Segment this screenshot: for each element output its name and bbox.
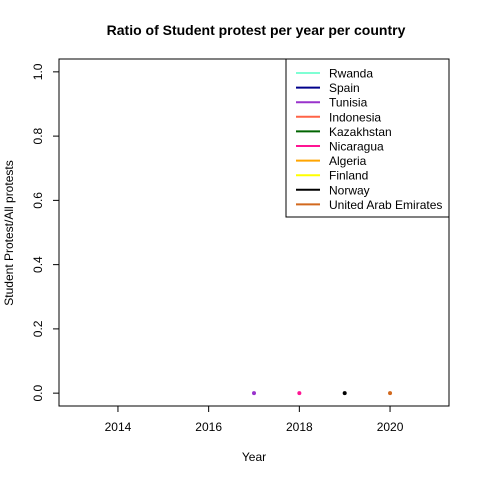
y-tick-label: 0.6: [31, 192, 45, 209]
y-tick-label: 0.4: [31, 256, 45, 273]
legend-item-label: United Arab Emirates: [329, 198, 442, 212]
legend-item-label: Kazakhstan: [329, 125, 392, 139]
legend-item-label: Indonesia: [329, 110, 381, 124]
legend-item-label: Norway: [329, 183, 370, 197]
legend-item-label: Spain: [329, 81, 360, 95]
legend: RwandaSpainTunisiaIndonesiaKazakhstanNic…: [285, 58, 450, 218]
x-tick-label: 2018: [286, 420, 313, 434]
plot-frame: [58, 58, 450, 407]
y-axis: 0.0 0.2 0.4 0.6 0.8 1.0: [31, 63, 59, 401]
legend-item-label: Nicaragua: [329, 140, 384, 154]
x-tick-label: 2020: [377, 420, 404, 434]
y-axis-label: Student Protest/All protests: [2, 160, 16, 305]
data-point: [252, 391, 256, 396]
data-point: [297, 391, 302, 396]
x-tick-label: 2014: [105, 420, 132, 434]
x-axis-label: Year: [242, 450, 266, 464]
legend-item-label: Tunisia: [329, 96, 368, 110]
data-point: [388, 391, 393, 396]
y-tick-label: 0.8: [31, 127, 45, 144]
x-axis: 2014 2016 2018 2020: [105, 406, 404, 434]
x-tick-label: 2016: [195, 420, 222, 434]
legend-item-label: Algeria: [329, 154, 367, 168]
y-tick-label: 0.0: [31, 384, 45, 401]
legend-item-label: Rwanda: [329, 67, 373, 81]
y-tick-label: 0.2: [31, 320, 45, 337]
data-point: [342, 391, 347, 396]
chart-title: Ratio of Student protest per year per co…: [107, 22, 406, 38]
y-tick-label: 1.0: [31, 63, 45, 80]
legend-item-label: Finland: [329, 169, 368, 183]
data-points: [252, 391, 393, 396]
